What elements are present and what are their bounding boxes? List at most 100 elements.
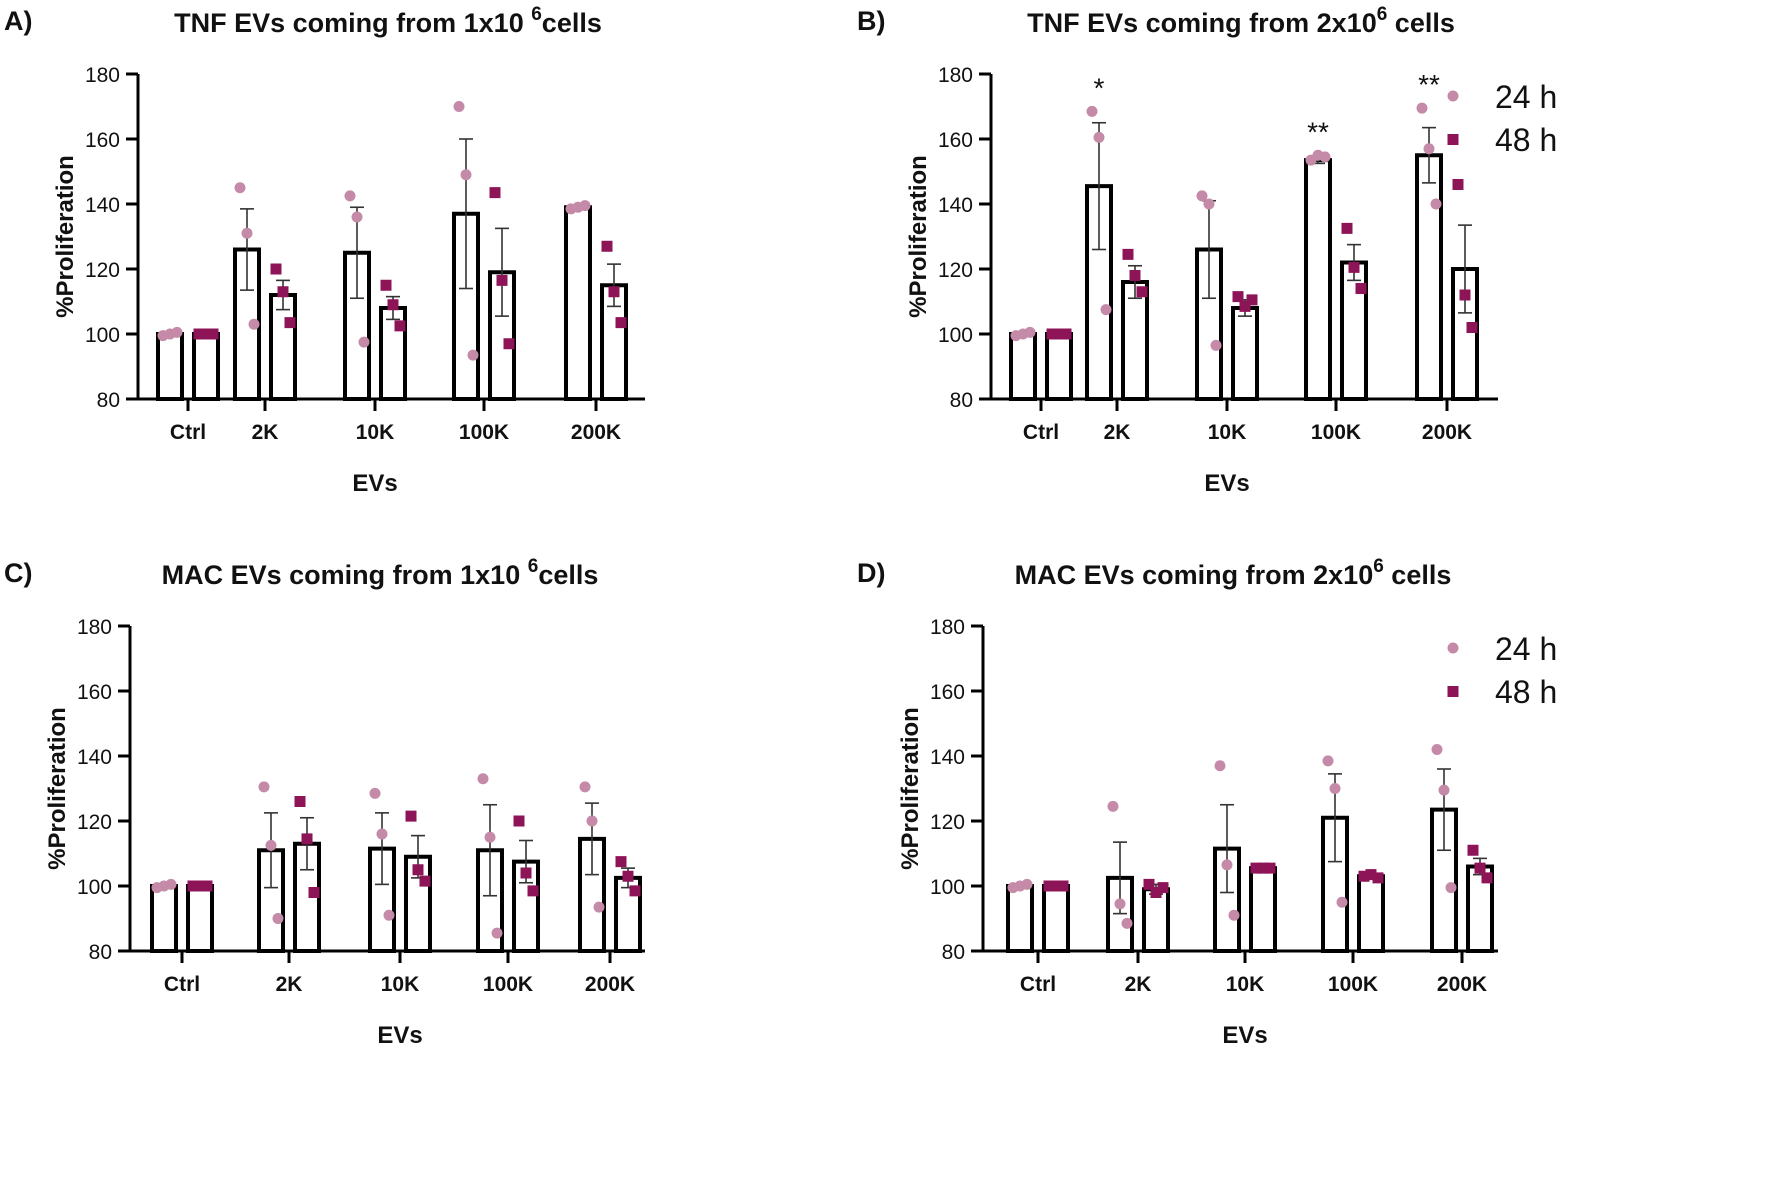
data-point-48h [1257,862,1269,874]
data-point-48h [270,263,282,275]
data-point-48h [405,810,417,822]
data-point-24h [1086,105,1098,117]
data-point-48h [622,870,634,882]
data-point-48h [194,880,206,892]
data-point-48h [1150,887,1162,898]
data-point-24h [477,773,489,785]
chart-title: MAC EVs coming from 1x10 6cells [162,556,599,590]
title-text-end: cells [542,8,602,38]
bar [1042,884,1070,953]
data-point-24h [1210,339,1222,351]
y-tick-label: 160 [938,129,973,152]
data-point-48h [629,885,641,897]
y-tick-label: 140 [930,746,965,769]
data-point-24h [165,878,177,890]
data-point-48h [394,320,406,332]
data-point-24h [1121,917,1133,929]
data-point-48h [201,880,213,892]
data-point-48h [1143,878,1155,890]
data-point-24h [1196,190,1208,202]
y-tick-label: 180 [930,616,965,639]
data-point-48h [520,867,532,879]
title-superscript: 6 [528,556,539,577]
x-tick-label: 100K [459,421,509,444]
bar [186,884,214,953]
data-point-48h [1474,862,1486,874]
data-point-48h [1060,328,1072,340]
data-point-48h [1136,286,1148,298]
title-text-end: cells [1384,560,1452,590]
data-point-48h [1365,869,1377,881]
data-point-48h [601,240,613,252]
data-point-48h [380,279,392,291]
legend-label-48h: 48 h [1495,674,1557,710]
y-axis-label: %Proliferation [897,707,924,870]
data-point-48h [1341,222,1353,234]
data-point-24h [579,781,591,793]
data-point-24h [1336,896,1348,908]
data-point-48h [527,885,539,897]
y-tick-label: 100 [938,324,973,347]
data-point-48h [200,328,212,340]
data-point-48h [1355,283,1367,294]
data-point-48h [1043,880,1055,892]
data-point-48h [1372,872,1384,884]
title-text-end: cells [1387,8,1455,38]
y-tick-label: 180 [85,64,120,87]
data-point-24h [579,200,591,212]
data-point-48h [1481,872,1493,884]
bar [1249,866,1277,953]
title-text: TNF EVs coming from 1x10 [174,8,531,38]
x-tick-label: 100K [1328,973,1378,996]
y-tick-label: 120 [938,259,973,282]
data-point-24h [241,227,253,239]
x-tick-label: 100K [1311,421,1361,444]
data-point-48h [294,796,306,807]
bar [156,332,184,401]
bar [1009,332,1037,401]
y-axis-label: %Proliferation [52,155,79,318]
data-point-24h [1445,882,1457,894]
bar [1142,887,1170,953]
y-tick-label: 80 [97,389,120,412]
data-point-48h [308,887,320,898]
data-point-48h [1053,328,1065,340]
bar [1106,875,1134,953]
x-tick-label: 2K [1104,421,1131,444]
data-point-48h [1250,862,1262,874]
data-point-24h [1416,102,1428,114]
legend-marker-24h [1447,642,1459,654]
chart-title: MAC EVs coming from 2x106 cells [1015,556,1452,590]
x-tick-label: 200K [1437,973,1487,996]
data-point-24h [272,913,284,924]
title-text: MAC EVs coming from 1x10 [162,560,528,590]
data-point-48h [1466,322,1478,333]
data-point-24h [1431,744,1443,755]
y-tick-label: 80 [89,941,112,964]
data-point-48h [496,274,508,286]
panel-label: B) [857,6,886,36]
data-point-24h [258,781,270,793]
data-point-48h [503,338,515,350]
x-tick-label: 2K [1125,973,1152,996]
data-point-24h [1438,784,1450,796]
data-point-48h [412,864,424,876]
data-point-24h [344,190,356,202]
data-point-24h [1423,143,1435,155]
panel-label: C) [4,558,33,588]
x-axis-label: EVs [1222,1022,1267,1049]
data-point-24h [1107,800,1119,812]
x-tick-label: 200K [1422,421,1472,444]
data-point-24h [1430,198,1442,210]
significance-marker: ** [1418,69,1440,100]
y-tick-label: 80 [950,389,973,412]
data-point-24h [1021,878,1033,890]
y-tick-label: 140 [938,194,973,217]
data-point-48h [1358,870,1370,882]
y-tick-label: 140 [77,746,112,769]
y-axis-label: %Proliferation [44,707,71,870]
y-tick-label: 180 [938,64,973,87]
data-point-24h [1100,304,1112,316]
data-point-24h [453,101,465,112]
data-point-48h [187,880,199,892]
